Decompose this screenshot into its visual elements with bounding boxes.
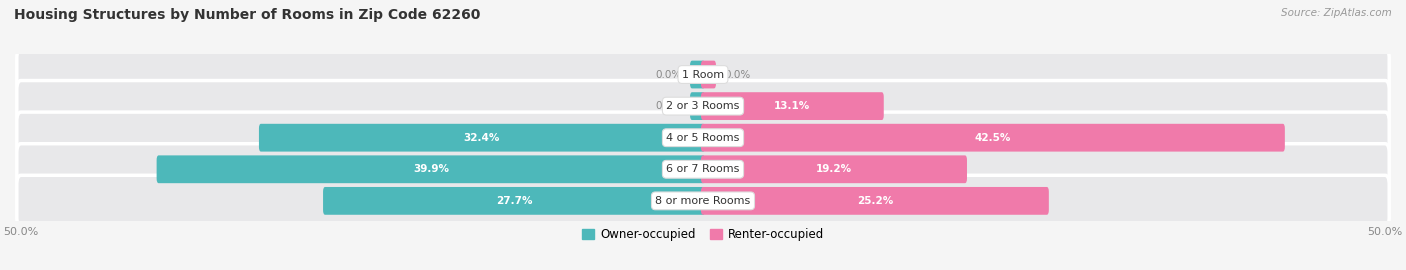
Text: 0.0%: 0.0% bbox=[655, 101, 681, 111]
FancyBboxPatch shape bbox=[17, 49, 1389, 100]
FancyBboxPatch shape bbox=[690, 61, 704, 89]
Text: 25.2%: 25.2% bbox=[856, 196, 893, 206]
Text: 42.5%: 42.5% bbox=[974, 133, 1011, 143]
Text: 13.1%: 13.1% bbox=[775, 101, 810, 111]
Legend: Owner-occupied, Renter-occupied: Owner-occupied, Renter-occupied bbox=[578, 223, 828, 246]
Text: 0.0%: 0.0% bbox=[725, 70, 751, 80]
FancyBboxPatch shape bbox=[702, 61, 716, 89]
Text: 1 Room: 1 Room bbox=[682, 70, 724, 80]
FancyBboxPatch shape bbox=[17, 175, 1389, 227]
FancyBboxPatch shape bbox=[259, 124, 704, 151]
FancyBboxPatch shape bbox=[323, 187, 704, 215]
FancyBboxPatch shape bbox=[690, 92, 704, 120]
Text: 4 or 5 Rooms: 4 or 5 Rooms bbox=[666, 133, 740, 143]
Text: 8 or more Rooms: 8 or more Rooms bbox=[655, 196, 751, 206]
Text: 32.4%: 32.4% bbox=[464, 133, 501, 143]
FancyBboxPatch shape bbox=[17, 80, 1389, 132]
FancyBboxPatch shape bbox=[17, 144, 1389, 195]
Text: 2 or 3 Rooms: 2 or 3 Rooms bbox=[666, 101, 740, 111]
FancyBboxPatch shape bbox=[702, 156, 967, 183]
FancyBboxPatch shape bbox=[156, 156, 704, 183]
FancyBboxPatch shape bbox=[702, 124, 1285, 151]
Text: Housing Structures by Number of Rooms in Zip Code 62260: Housing Structures by Number of Rooms in… bbox=[14, 8, 481, 22]
Text: Source: ZipAtlas.com: Source: ZipAtlas.com bbox=[1281, 8, 1392, 18]
FancyBboxPatch shape bbox=[702, 92, 884, 120]
FancyBboxPatch shape bbox=[702, 187, 1049, 215]
FancyBboxPatch shape bbox=[17, 112, 1389, 163]
Text: 19.2%: 19.2% bbox=[815, 164, 852, 174]
Text: 0.0%: 0.0% bbox=[655, 70, 681, 80]
Text: 27.7%: 27.7% bbox=[496, 196, 533, 206]
Text: 39.9%: 39.9% bbox=[413, 164, 449, 174]
Text: 6 or 7 Rooms: 6 or 7 Rooms bbox=[666, 164, 740, 174]
